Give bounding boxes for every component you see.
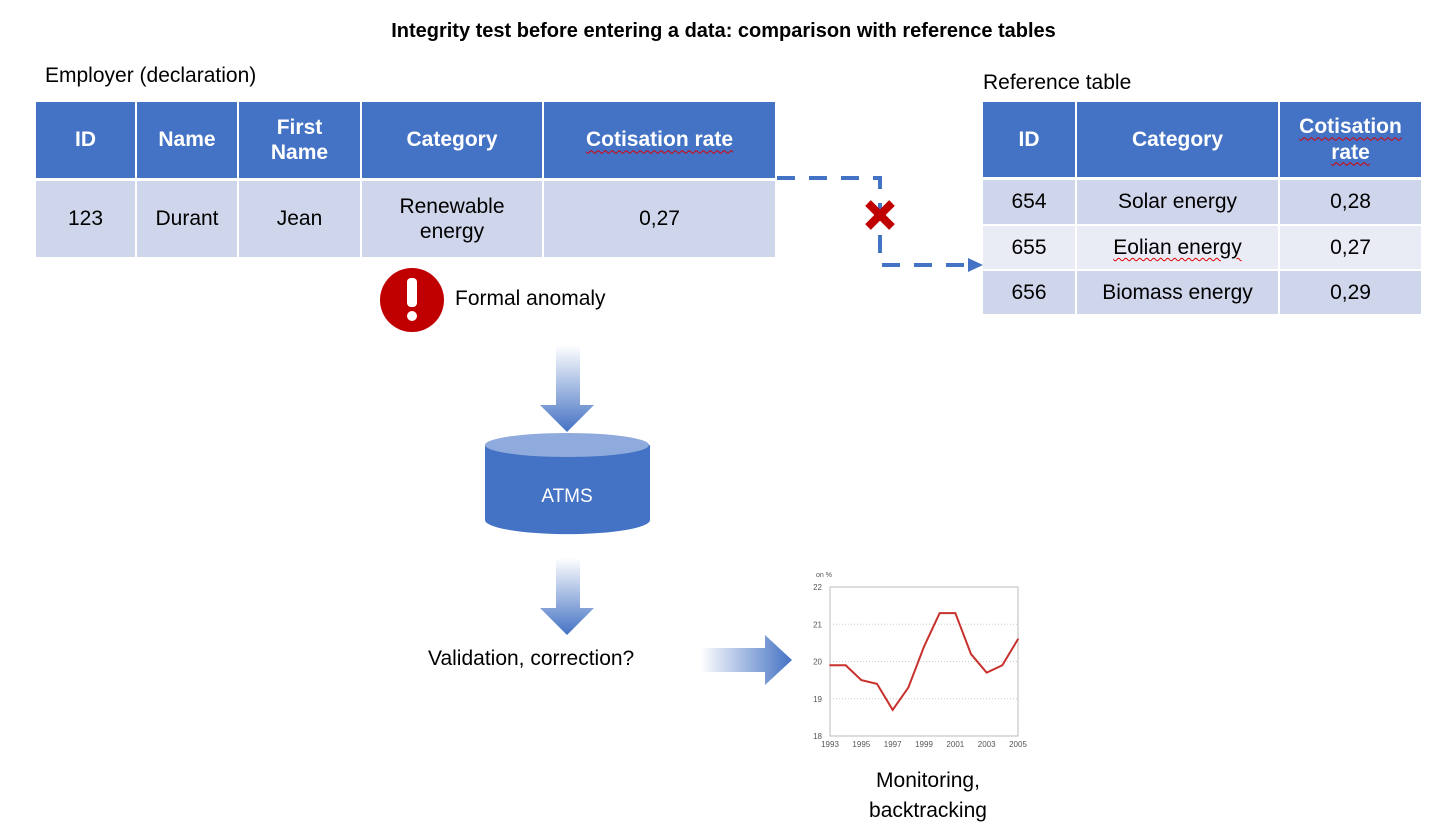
database-icon	[485, 433, 650, 535]
y-axis-label: on %	[816, 572, 832, 579]
data-point	[891, 709, 894, 711]
data-point	[970, 653, 972, 655]
data-point	[954, 612, 957, 614]
cell-name: Durant	[137, 181, 237, 257]
header-category: Category	[362, 102, 542, 178]
down-arrow-icon	[540, 558, 594, 635]
monitoring-line1: Monitoring,	[876, 769, 980, 792]
diagram-title: Integrity test before entering a data: c…	[391, 20, 1056, 42]
ref-cell-rate: 0,29	[1280, 271, 1421, 314]
cell-category: Renewable energy	[362, 181, 542, 257]
header-name: Name	[137, 102, 237, 178]
arrowhead-icon	[968, 258, 983, 272]
x-tick-label: 1999	[915, 740, 933, 749]
data-point	[829, 664, 831, 667]
ref-header-id: ID	[983, 102, 1075, 177]
data-point	[1017, 638, 1019, 640]
x-tick-label: 2003	[978, 740, 996, 749]
y-tick-label: 20	[813, 658, 822, 667]
data-point	[860, 679, 863, 681]
mismatch-x-icon	[865, 200, 895, 230]
down-arrow-icon	[540, 345, 594, 432]
anomaly-label: Formal anomaly	[455, 287, 606, 310]
cell-id: 123	[36, 181, 135, 257]
header-cotisation-rate-text: Cotisation rate	[585, 128, 734, 152]
data-point	[844, 664, 847, 667]
header-cotisation-rate: Cotisation rate	[544, 102, 775, 178]
monitoring-chart: 18 19 20 21 22 1993 1995 1997 1999 2001 2003 2005 on…	[813, 572, 1027, 749]
ref-cell-rate: 0,28	[1280, 180, 1421, 224]
ref-cell-id: 656	[983, 271, 1075, 314]
ref-cell-category: Solar energy	[1077, 180, 1278, 224]
data-point	[938, 612, 941, 614]
reference-label: Reference table	[983, 71, 1132, 94]
ref-cell-category: Biomass energy	[1077, 271, 1278, 314]
cell-cotisation-rate: 0,27	[544, 181, 775, 257]
cell-first-name: Jean	[239, 181, 360, 257]
ref-cell-id: 655	[983, 226, 1075, 269]
x-tick-label: 1997	[884, 740, 902, 749]
employer-label: Employer (declaration)	[45, 64, 257, 87]
ref-cell-rate: 0,27	[1280, 226, 1421, 269]
monitoring-line2: backtracking	[869, 799, 987, 822]
x-tick-label: 2005	[1009, 740, 1027, 749]
data-point	[985, 671, 988, 674]
ref-header-cotisation-rate: Cotisation rate	[1280, 102, 1421, 177]
ref-header-rate-text: Cotisation rate	[1299, 115, 1402, 164]
validation-label: Validation, correction?	[428, 647, 635, 670]
header-id: ID	[36, 102, 135, 178]
exclamation-icon	[380, 268, 444, 332]
x-tick-label: 2001	[946, 740, 964, 749]
data-point	[876, 683, 878, 685]
database-label: ATMS	[541, 486, 592, 507]
header-first-name: First Name	[239, 102, 360, 178]
y-tick-label: 19	[813, 695, 822, 704]
ref-cell-id: 654	[983, 180, 1075, 224]
ref-cell-category-text: Eolian energy	[1113, 235, 1242, 259]
y-tick-label: 22	[813, 583, 822, 592]
ref-cell-category: Eolian energy	[1077, 226, 1278, 269]
x-tick-label: 1993	[821, 740, 839, 749]
monitoring-label: Monitoring, backtracking	[828, 766, 1028, 826]
y-tick-label: 21	[813, 620, 822, 629]
ref-header-category: Category	[1077, 102, 1278, 177]
right-arrow-icon	[700, 635, 792, 685]
x-tick-label: 1995	[852, 740, 870, 749]
dashed-connector	[777, 176, 970, 267]
y-tick-label: 18	[813, 732, 822, 741]
data-point	[1001, 664, 1004, 667]
data-point	[907, 686, 910, 689]
data-point	[923, 645, 925, 648]
